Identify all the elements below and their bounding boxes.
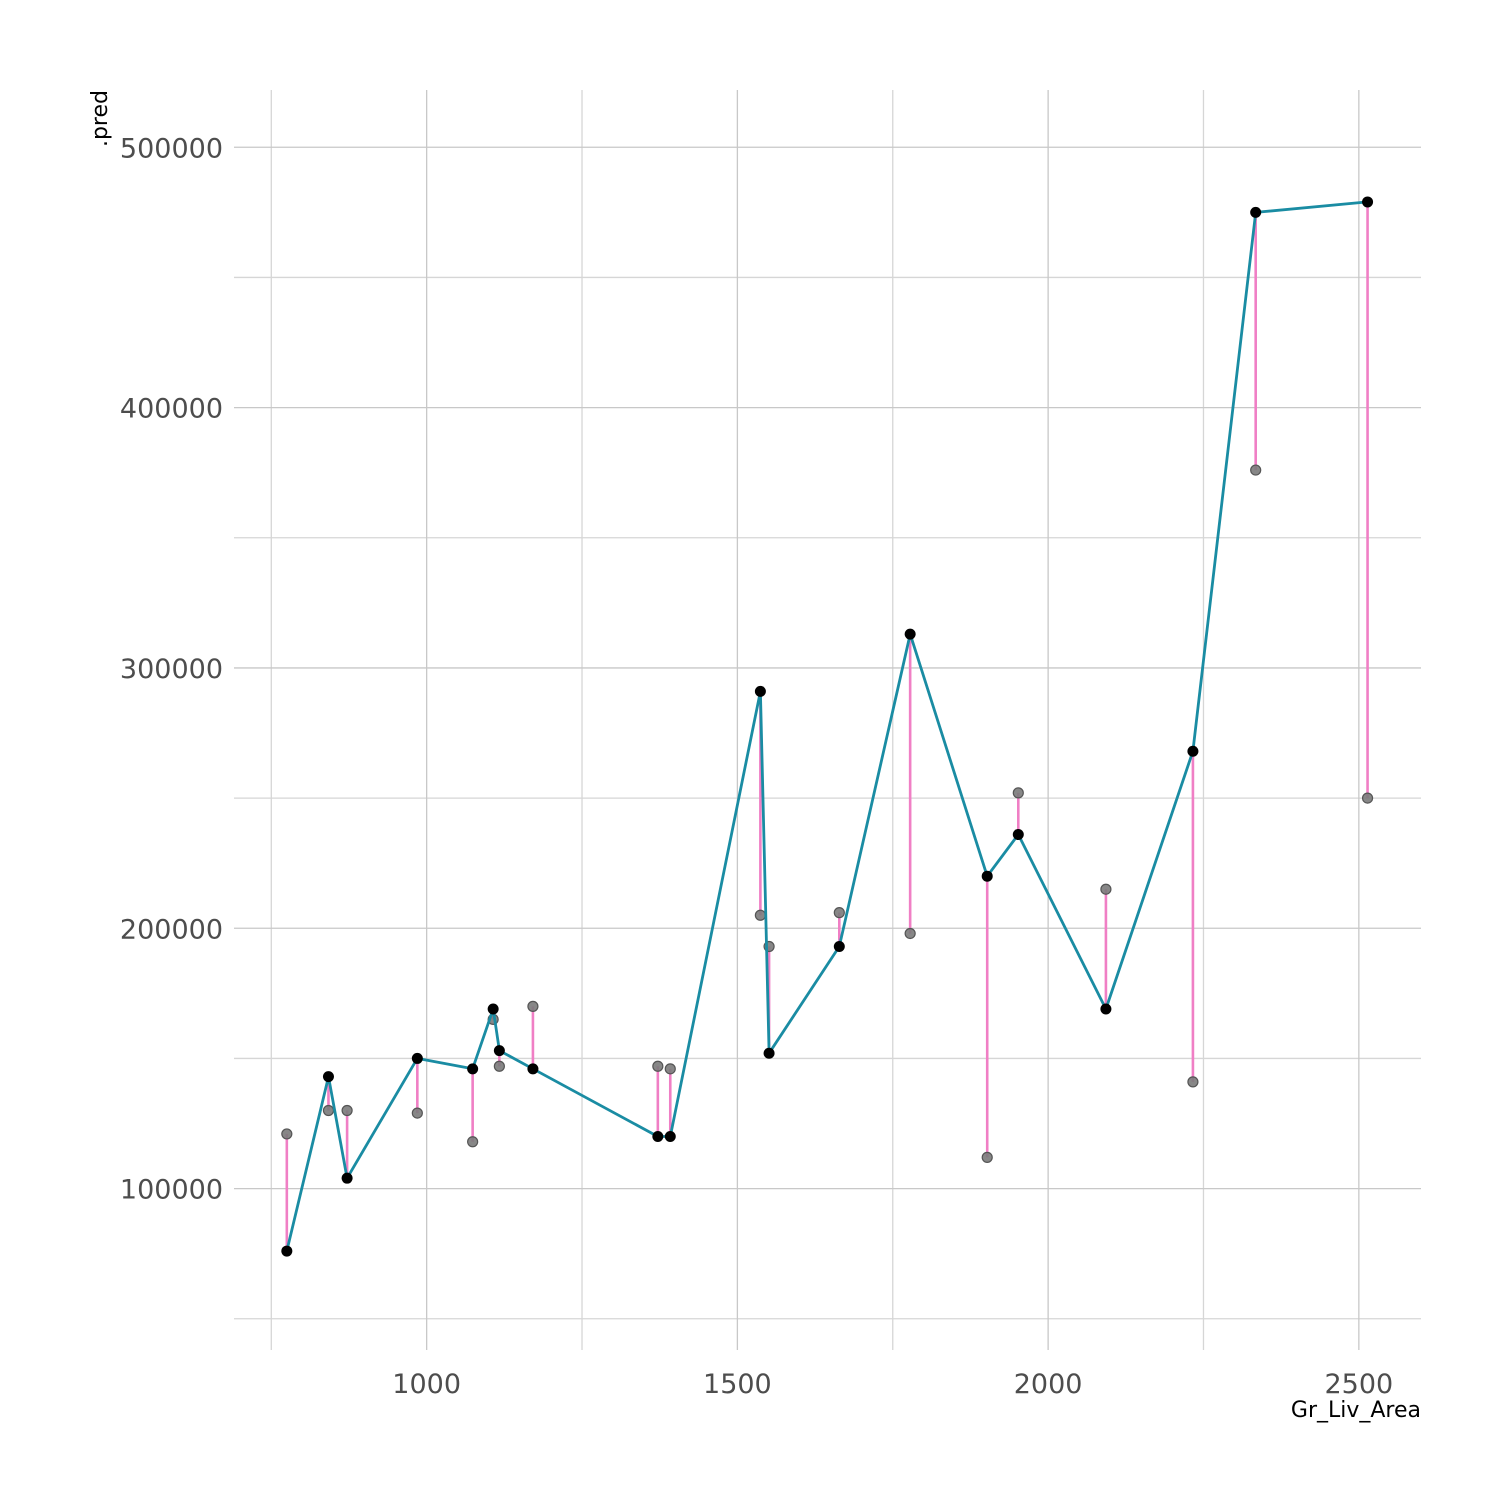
observed-point bbox=[322, 1104, 335, 1117]
predicted-point bbox=[664, 1131, 676, 1143]
x-tick-label: 1000 bbox=[392, 1369, 461, 1400]
predicted-point bbox=[652, 1131, 664, 1143]
x-tick-label: 2500 bbox=[1324, 1369, 1393, 1400]
predicted-point bbox=[904, 628, 916, 640]
observed-point bbox=[664, 1063, 676, 1075]
observed-point bbox=[493, 1060, 505, 1072]
predicted-point bbox=[981, 870, 993, 882]
predicted-point bbox=[341, 1172, 353, 1184]
observed-point bbox=[341, 1104, 353, 1117]
predicted-point bbox=[281, 1245, 293, 1257]
observed-layer bbox=[281, 464, 1374, 1163]
grid-layer bbox=[234, 90, 1421, 1350]
y-axis-title: .pred bbox=[88, 90, 113, 147]
predicted-point bbox=[322, 1071, 334, 1083]
residual-layer bbox=[285, 201, 1369, 1252]
y-tick-label: 500000 bbox=[120, 133, 223, 164]
predicted-point bbox=[1100, 1003, 1112, 1015]
x-tick-label: 2000 bbox=[1014, 1369, 1083, 1400]
observed-point bbox=[833, 907, 845, 919]
predicted-point bbox=[527, 1063, 539, 1075]
observed-point bbox=[1100, 883, 1112, 895]
y-tick-label: 200000 bbox=[120, 914, 223, 945]
predicted-point bbox=[754, 685, 766, 697]
prediction-line bbox=[285, 200, 1368, 1252]
observed-point bbox=[981, 1151, 993, 1163]
predicted-point bbox=[411, 1052, 423, 1064]
observed-point bbox=[527, 1000, 539, 1012]
observed-point bbox=[281, 1128, 293, 1140]
y-tick-label: 100000 bbox=[120, 1175, 223, 1206]
x-axis-title: Gr_Liv_Area bbox=[1291, 1398, 1421, 1423]
predicted-point bbox=[493, 1045, 505, 1057]
observed-point bbox=[754, 909, 766, 921]
tick-layer: 1000 1500 2000 2500 100000 200000 300000 400000… bbox=[120, 133, 1393, 1400]
observed-point bbox=[904, 927, 916, 940]
predicted-point bbox=[1187, 745, 1199, 757]
x-tick-label: 1500 bbox=[703, 1369, 772, 1400]
observed-point bbox=[1361, 792, 1374, 804]
predicted-point bbox=[1012, 829, 1024, 841]
observed-point bbox=[652, 1060, 664, 1072]
observed-point bbox=[1012, 787, 1024, 799]
observed-point bbox=[1187, 1076, 1199, 1088]
predicted-point bbox=[467, 1063, 479, 1075]
y-tick-label: 300000 bbox=[120, 654, 223, 685]
predicted-point bbox=[487, 1003, 499, 1015]
observed-point bbox=[467, 1136, 479, 1148]
observed-point bbox=[411, 1107, 423, 1119]
observed-point bbox=[1250, 464, 1262, 476]
predicted-layer bbox=[281, 196, 1374, 1257]
predicted-point bbox=[1362, 196, 1374, 208]
predicted-point bbox=[763, 1047, 775, 1059]
line-layer bbox=[285, 200, 1368, 1252]
predicted-point bbox=[833, 940, 845, 952]
predicted-point bbox=[1250, 206, 1262, 218]
y-tick-label: 400000 bbox=[120, 394, 223, 425]
